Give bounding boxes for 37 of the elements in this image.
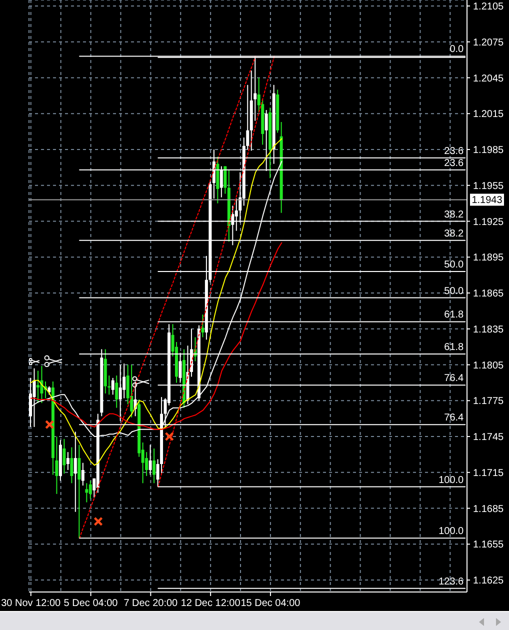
- annotation: 1.1943: [472, 195, 503, 206]
- y-tick-label: 1.1625: [473, 576, 504, 587]
- series-label: 38.2: [444, 209, 464, 220]
- y-tick-label: 1.1745: [473, 432, 504, 444]
- series-label: 61.8: [444, 342, 464, 354]
- y-tick-label: 1.2045: [473, 73, 504, 84]
- series-label: 100.0: [438, 526, 464, 538]
- y-tick-label: 1.1835: [473, 324, 504, 336]
- y-tick-label: 1.2015: [473, 109, 504, 120]
- y-tick-label: 1.1955: [473, 180, 504, 192]
- y-tick-label: 1.1925: [473, 216, 504, 228]
- y-tick-label: 1.1685: [473, 504, 504, 515]
- legend-label: 23.6: [444, 158, 464, 169]
- legend-label: 76.4: [444, 412, 464, 424]
- legend-label: 100.0: [438, 474, 464, 486]
- legend-label: 0.0: [450, 44, 464, 56]
- y-tick-label: 1.1985: [473, 145, 504, 156]
- legend-label: 50.0: [444, 259, 464, 270]
- x-tick-label: 15 Dec 04:00: [240, 598, 301, 609]
- y-tick-label: 1.1865: [473, 288, 504, 300]
- x-tick-label: 12 Dec 12:00: [180, 598, 241, 609]
- legend-label: 76.4: [444, 373, 464, 384]
- y-tick-label: 1.1895: [473, 252, 504, 264]
- legend-label: 38.2: [444, 228, 464, 240]
- series-label: 23.6: [444, 146, 464, 157]
- series-label: 50.0: [444, 286, 464, 297]
- x-tick-label: 7 Dec 20:00: [124, 598, 178, 609]
- y-tick-label: 1.1715: [473, 468, 504, 479]
- y-tick-label: 1.2105: [473, 2, 504, 13]
- y-tick-label: 1.1655: [473, 540, 504, 551]
- x-tick-label: 5 Dec 04:00: [64, 598, 118, 609]
- y-tick-label: 1.1805: [473, 360, 504, 372]
- y-tick-label: 1.1775: [473, 396, 504, 408]
- legend-label: 123.6: [438, 576, 464, 588]
- y-tick-label: 1.2075: [473, 37, 504, 48]
- series-label: 61.8: [444, 310, 464, 321]
- x-tick-label: 30 Nov 12:00: [1, 598, 62, 609]
